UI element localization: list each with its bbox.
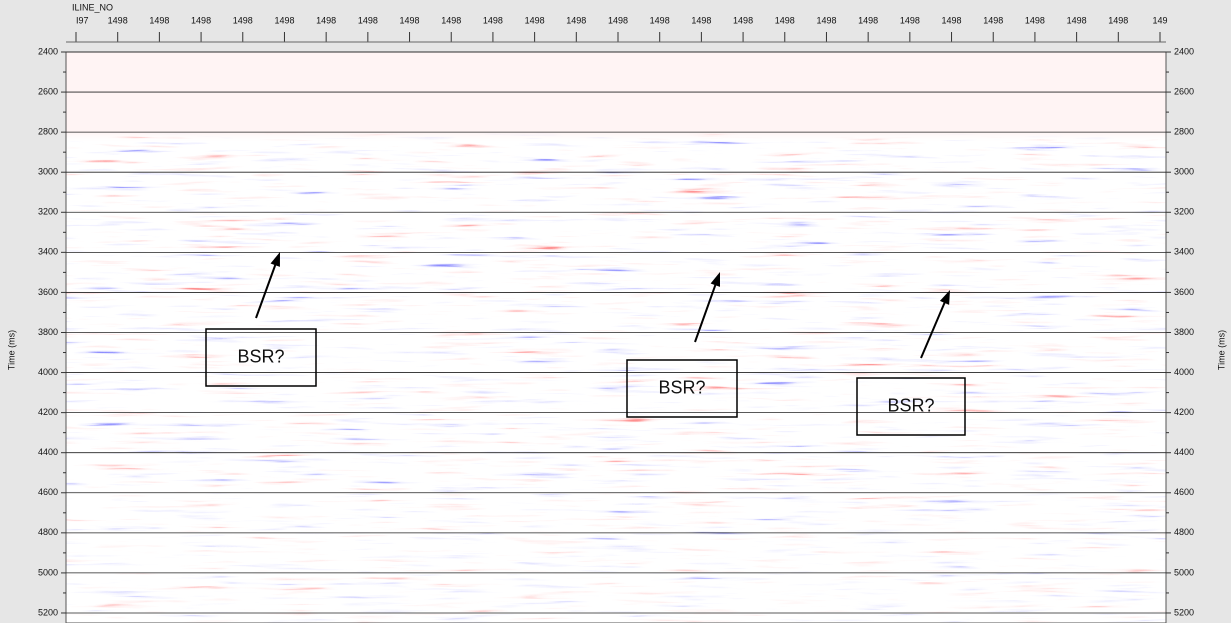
y-tick-label-right: 2600 [1174,86,1194,96]
y-axis-title: Time (ms) [6,330,16,370]
y-tick-label: 3000 [38,167,58,177]
y-tick-label-right: 2800 [1174,127,1194,137]
x-tick-label: 1498 [149,15,169,25]
y-tick-label: 4600 [38,487,58,497]
x-tick-label: 1498 [358,15,378,25]
x-tick-label: 1498 [316,15,336,25]
annotation-box [856,377,966,436]
x-tick-label: 1498 [858,15,878,25]
x-tick-label: 1498 [900,15,920,25]
annotation-arrow [694,279,719,343]
y-tick-label: 2400 [38,46,58,56]
arrow-head [939,290,950,305]
x-tick-label: 1498 [650,15,670,25]
annotation-box [626,359,738,418]
x-tick-label: 149 [1152,15,1167,25]
y-tick-label-right: 3000 [1174,167,1194,177]
y-tick-label-right: 4400 [1174,447,1194,457]
x-axis-title: ILINE_NO [72,2,113,12]
x-tick-label: 1498 [400,15,420,25]
x-tick-label: 1498 [1025,15,1045,25]
annotation: BSR? [237,346,284,366]
y-tick-label: 3600 [38,287,58,297]
y-tick-label: 3400 [38,247,58,257]
y-tick-label-right: 5000 [1174,567,1194,577]
y-tick-label: 5000 [38,567,58,577]
x-tick-label: 1498 [483,15,503,25]
y-tick-label: 4200 [38,407,58,417]
annotation-arrow [255,259,279,319]
y-tick-label-right: 3600 [1174,287,1194,297]
y-tick-label-right: 3200 [1174,207,1194,217]
y-tick-label: 5200 [38,607,58,617]
y-tick-label: 4400 [38,447,58,457]
x-tick-label: 1498 [566,15,586,25]
y-tick-label: 3200 [38,207,58,217]
y-axis-title-right: Time (ms) [1216,330,1226,370]
x-tick-label: 1498 [608,15,628,25]
y-tick-label-right: 3800 [1174,327,1194,337]
section-fade [66,52,1166,623]
y-tick-label-right: 5200 [1174,607,1194,617]
x-tick-label: 1498 [1108,15,1128,25]
annotation: BSR? [887,395,934,415]
y-tick-label: 2600 [38,86,58,96]
y-tick-label-right: 4600 [1174,487,1194,497]
y-tick-label: 2800 [38,127,58,137]
x-tick-label: 1498 [983,15,1003,25]
y-tick-label-right: 4200 [1174,407,1194,417]
x-tick-label: 1498 [1067,15,1087,25]
arrow-head [270,252,280,267]
x-tick-label: 1498 [233,15,253,25]
x-tick-label: 1498 [733,15,753,25]
x-tick-label: 1498 [691,15,711,25]
annotation-box [205,328,317,387]
annotation: BSR? [658,377,705,397]
x-tick-label: 1498 [775,15,795,25]
x-tick-label: 1498 [441,15,461,25]
y-tick-label: 4000 [38,367,58,377]
y-tick-label: 4800 [38,527,58,537]
x-tick-label: 1498 [942,15,962,25]
x-tick-label: 1498 [191,15,211,25]
x-tick-label: 1498 [816,15,836,25]
arrow-head [710,272,720,287]
x-tick-label: 1498 [108,15,128,25]
x-tick-label: 1498 [274,15,294,25]
annotation-arrow [920,296,948,359]
x-tick-label: I97 [76,15,89,25]
y-tick-label: 3800 [38,327,58,337]
y-tick-label-right: 3400 [1174,247,1194,257]
y-tick-label-right: 4800 [1174,527,1194,537]
y-tick-label-right: 2400 [1174,46,1194,56]
x-tick-label: 1498 [525,15,545,25]
y-tick-label-right: 4000 [1174,367,1194,377]
